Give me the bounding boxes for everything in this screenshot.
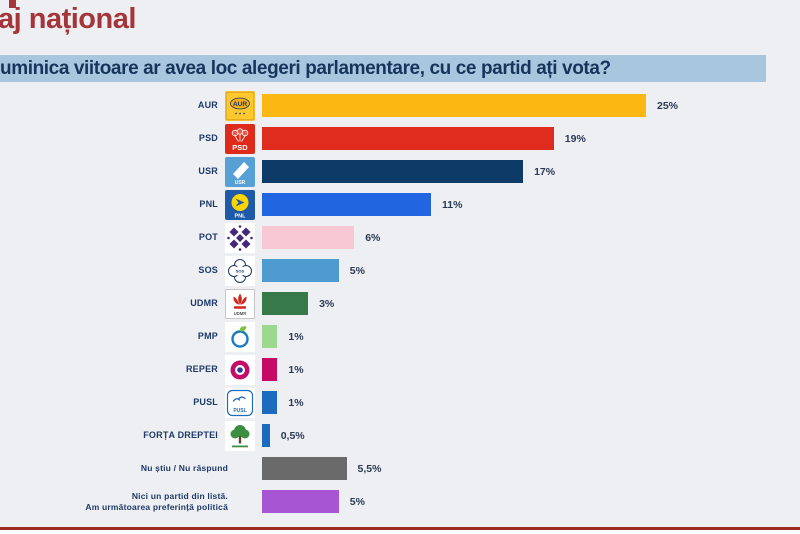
bar-cell: 1% — [262, 320, 800, 353]
row-label-line1: FORȚA DREPTEI — [143, 429, 218, 440]
value-label: 0,5% — [280, 429, 305, 442]
row-label-line1: REPER — [185, 363, 218, 374]
row-label: Nu știu / Nu răspund — [0, 463, 262, 474]
value-bar — [262, 457, 347, 480]
chart-row: UDMR 3% — [0, 287, 800, 320]
row-label-line1: UDMR — [190, 297, 218, 308]
row-label-line1: USR — [198, 165, 218, 176]
chart-row: Nu știu / Nu răspund 5,5% — [0, 452, 800, 485]
bar-cell: 19% — [262, 122, 800, 155]
row-label: REPER — [0, 364, 218, 375]
bar-cell: 17% — [262, 155, 800, 188]
value-label: 17% — [534, 165, 556, 178]
value-bar — [262, 259, 339, 282]
value-label: 5% — [349, 264, 365, 277]
value-bar — [262, 325, 278, 348]
value-bar — [262, 292, 309, 315]
row-label: SOS — [0, 265, 218, 276]
bar-cell: 6% — [262, 221, 800, 254]
row-label-line1: Nu știu / Nu răspund — [140, 463, 228, 474]
bar-cell: 1% — [262, 353, 800, 386]
row-label-line1: SOS — [198, 264, 218, 275]
udmr-logo — [218, 287, 262, 320]
chart-row: POT 6% — [0, 221, 800, 254]
chart-row: PUSL 1% — [0, 386, 800, 419]
value-bar — [262, 127, 554, 150]
value-bar — [262, 358, 278, 381]
chart-row: PSD 19% — [0, 122, 800, 155]
value-bar — [262, 424, 270, 447]
row-label-line1: PUSL — [193, 396, 218, 407]
psd-logo — [218, 122, 262, 155]
chart-row: USR 17% — [0, 155, 800, 188]
row-label: PNL — [0, 199, 218, 210]
pnl-logo — [218, 188, 262, 221]
bar-cell: 0,5% — [262, 419, 800, 452]
chart-row: PNL 11% — [0, 188, 800, 221]
bar-cell: 1% — [262, 386, 800, 419]
bottom-margin — [0, 530, 800, 534]
reper-logo — [218, 353, 262, 386]
chart-row: SOS 5% — [0, 254, 800, 287]
cropped-letter-fragment — [9, 0, 16, 8]
bar-cell: 25% — [262, 89, 800, 122]
row-label: FORȚA DREPTEI — [0, 430, 218, 441]
row-label-line1: PSD — [198, 132, 218, 143]
value-bar — [262, 193, 431, 216]
row-label: Nici un partid din listă. Am următoarea … — [0, 491, 262, 512]
row-label: USR — [0, 166, 218, 177]
bar-cell: 5% — [262, 254, 800, 287]
row-label: PSD — [0, 133, 218, 144]
value-bar — [262, 160, 524, 183]
chart-row: Nici un partid din listă. Am următoarea … — [0, 485, 800, 518]
value-bar — [262, 226, 355, 249]
question-highlight: uminica viitoare ar avea loc alegeri par… — [0, 55, 766, 82]
value-label: 19% — [564, 132, 586, 145]
bottom-rule — [0, 527, 800, 530]
row-label-line1: Nici un partid din listă. — [131, 490, 228, 501]
row-label: POT — [0, 232, 218, 243]
bar-cell: 3% — [262, 287, 800, 320]
row-label: AUR — [0, 100, 218, 111]
row-label-line1: PNL — [199, 198, 218, 209]
chart-row: AUR 25% — [0, 89, 800, 122]
chart-row: FORȚA DREPTEI 0,5% — [0, 419, 800, 452]
poll-bar-chart: AUR 25% PSD 19% USR — [0, 89, 800, 518]
chart-rows: AUR 25% PSD 19% USR — [0, 89, 800, 518]
chart-row: PMP 1% — [0, 320, 800, 353]
forta-dreptei-logo — [218, 419, 262, 452]
value-label: 5% — [349, 495, 365, 508]
usr-logo — [218, 155, 262, 188]
survey-question: uminica viitoare ar avea loc alegeri par… — [0, 57, 611, 79]
value-label: 11% — [442, 198, 463, 211]
value-label: 6% — [365, 231, 381, 244]
sos-logo — [218, 254, 262, 287]
value-label: 3% — [319, 297, 335, 310]
value-bar — [262, 490, 339, 513]
pusl-logo — [218, 386, 262, 419]
pmp-logo — [218, 320, 262, 353]
value-bar — [262, 94, 646, 117]
bar-cell: 5% — [262, 485, 800, 518]
row-label-line1: PMP — [197, 330, 218, 341]
row-label-line1: POT — [198, 231, 218, 242]
value-label: 1% — [288, 363, 304, 376]
aur-logo — [218, 89, 262, 122]
value-label: 1% — [288, 330, 304, 343]
page-title: aj național — [0, 3, 136, 35]
bar-cell: 5,5% — [262, 452, 800, 485]
row-label: PUSL — [0, 397, 218, 408]
row-label: PMP — [0, 331, 218, 342]
value-label: 25% — [657, 99, 679, 112]
bar-cell: 11% — [262, 188, 800, 221]
value-label: 5,5% — [357, 462, 382, 475]
pot-logo — [218, 221, 262, 254]
value-label: 1% — [288, 396, 304, 409]
row-label-line1: AUR — [197, 99, 218, 110]
row-label-line2: Am următoarea preferință politică — [85, 501, 228, 512]
row-label: UDMR — [0, 298, 218, 309]
chart-row: REPER 1% — [0, 353, 800, 386]
value-bar — [262, 391, 278, 414]
